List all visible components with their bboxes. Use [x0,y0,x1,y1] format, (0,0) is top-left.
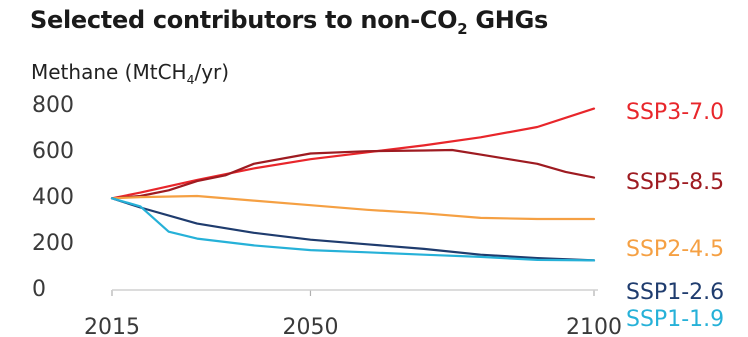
series-lines [110,107,596,262]
x-axis-ticks: 2015 2050 2100 [84,290,622,337]
y-tick-label: 400 [32,185,74,210]
title-subscript: 2 [457,19,468,38]
subtitle-part-2: /yr) [194,60,230,84]
series-line-ssp2-4-5 [110,194,596,221]
series-label-ssp1-1-9: SSP1-1.9 [626,307,724,332]
series-line-ssp3-7-0 [110,107,596,200]
y-axis-label: Methane (MtCH4/yr) [31,60,229,87]
title-part-2: GHGs [467,6,548,34]
x-tick-label: 2050 [282,315,338,337]
y-tick-label: 800 [32,93,74,118]
title-part-1: Selected contributors to non-CO [30,6,458,34]
y-tick-label: 0 [32,277,46,302]
x-tick-label: 2015 [84,315,140,337]
series-line-ssp1-1-9 [110,197,596,262]
y-tick-label: 600 [32,139,74,164]
x-tick-label: 2100 [566,315,622,337]
series-line-ssp5-8-5 [110,148,596,200]
series-line-ssp1-2-6 [110,197,596,262]
y-tick-label: 200 [32,231,74,256]
series-label-ssp1-2-6: SSP1-2.6 [626,280,724,305]
series-label-ssp2-4-5: SSP2-4.5 [626,237,724,262]
subtitle-part-1: Methane (MtCH [31,60,187,84]
subtitle-subscript: 4 [186,72,195,87]
series-label-ssp5-8-5: SSP5-8.5 [626,170,724,195]
series-label-ssp3-7-0: SSP3-7.0 [626,100,724,125]
y-axis-ticks: 0 200 400 600 800 [32,93,74,302]
chart-title: Selected contributors to non-CO2 GHGs [30,6,548,38]
